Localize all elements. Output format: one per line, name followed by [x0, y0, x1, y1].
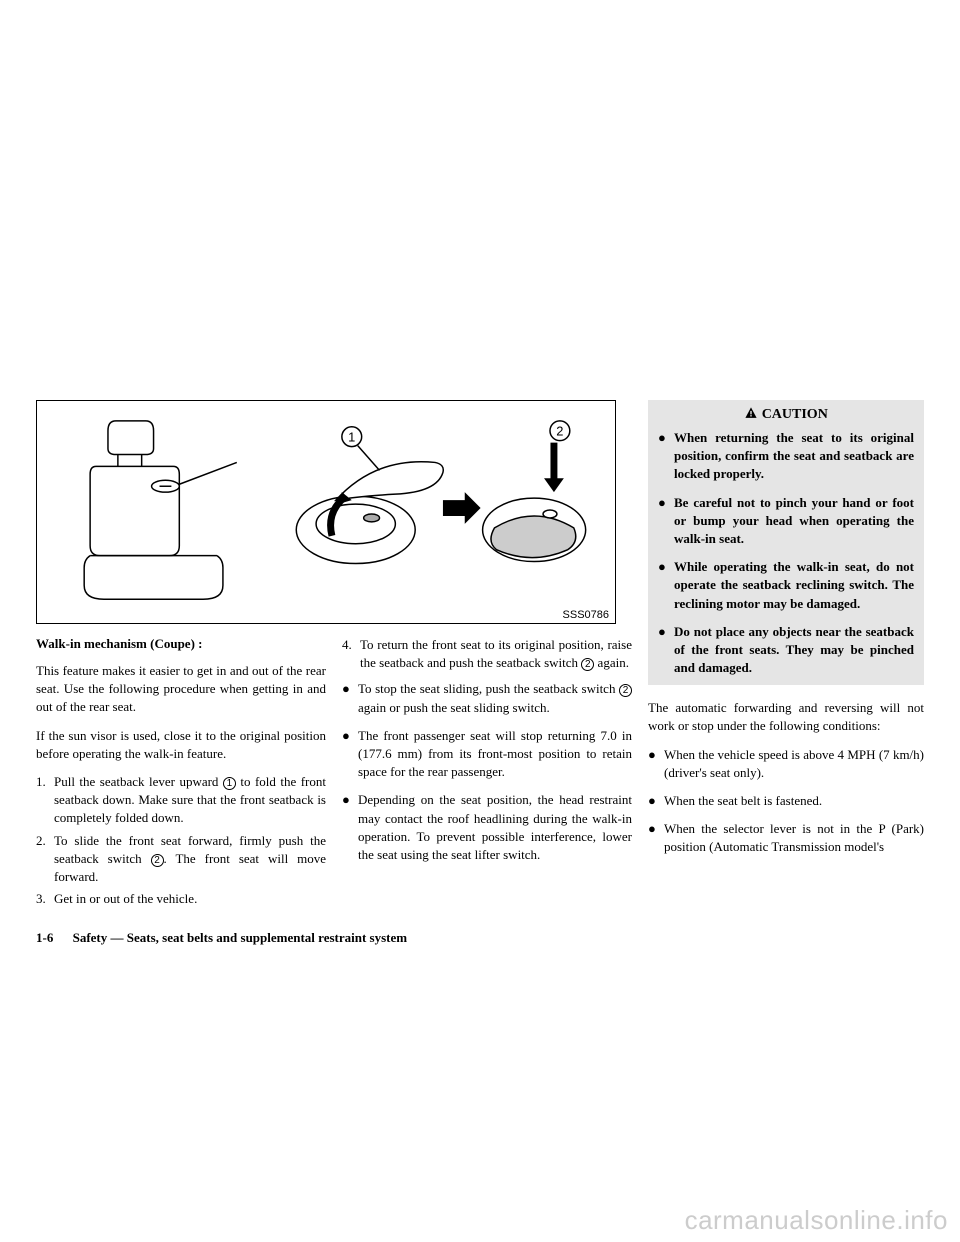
caution-title: CAUTION: [658, 406, 914, 423]
step-text: Get in or out of the vehicle.: [54, 890, 326, 908]
condition-item: ●When the selector lever is not in the P…: [648, 820, 924, 856]
section-title: Safety — Seats, seat belts and supplemen…: [73, 930, 408, 945]
intro-paragraph: This feature makes it easier to get in a…: [36, 662, 326, 717]
walk-in-heading: Walk-in mechanism (Coupe) :: [36, 636, 326, 652]
notes-bullets: ● To stop the seat sliding, push the sea…: [342, 680, 632, 864]
left-columns-container: 1 2: [36, 400, 632, 912]
conditions-bullets: ●When the vehicle speed is above 4 MPH (…: [648, 746, 924, 857]
svg-text:1: 1: [348, 430, 355, 445]
caution-item: ●When returning the seat to its original…: [658, 429, 914, 484]
caution-box: CAUTION ●When returning the seat to its …: [648, 400, 924, 685]
text-columns: Walk-in mechanism (Coupe) : This feature…: [36, 632, 632, 912]
step-2: 2. To slide the front seat forward, firm…: [36, 832, 326, 887]
condition-item: ●When the vehicle speed is above 4 MPH (…: [648, 746, 924, 782]
caution-item: ●While operating the walk-in seat, do no…: [658, 558, 914, 613]
seat-diagram-svg: 1 2: [37, 401, 615, 623]
step-text: To return the front seat to its original…: [360, 636, 632, 672]
column-1: Walk-in mechanism (Coupe) : This feature…: [36, 632, 326, 912]
condition-item: ●When the seat belt is fastened.: [648, 792, 924, 810]
step-number: 3.: [36, 890, 54, 908]
caution-item: ●Be careful not to pinch your hand or fo…: [658, 494, 914, 549]
step-number: 2.: [36, 832, 54, 887]
step-number: 1.: [36, 773, 54, 828]
steps-list: 1. Pull the seatback lever upward 1 to f…: [36, 773, 326, 908]
caution-list: ●When returning the seat to its original…: [658, 429, 914, 677]
step-3: 3. Get in or out of the vehicle.: [36, 890, 326, 908]
note-item: ● Depending on the seat position, the he…: [342, 791, 632, 864]
note-item: ● To stop the seat sliding, push the sea…: [342, 680, 632, 716]
column-2: 4. To return the front seat to its origi…: [342, 632, 632, 912]
page-footer: 1-6 Safety — Seats, seat belts and suppl…: [36, 930, 924, 946]
step-number: 4.: [342, 636, 360, 672]
step-1: 1. Pull the seatback lever upward 1 to f…: [36, 773, 326, 828]
walk-in-figure: 1 2: [36, 400, 616, 624]
page-number: 1-6: [36, 930, 53, 945]
steps-list-continued: 4. To return the front seat to its origi…: [342, 636, 632, 672]
note-item: ● The front passenger seat will stop ret…: [342, 727, 632, 782]
svg-text:2: 2: [556, 424, 563, 439]
figure-label: SSS0786: [563, 609, 609, 621]
column-3: CAUTION ●When returning the seat to its …: [648, 400, 924, 867]
step-text: To slide the front seat forward, firmly …: [54, 832, 326, 887]
after-caution-paragraph: The automatic forwarding and reversing w…: [648, 699, 924, 735]
visor-note: If the sun visor is used, close it to th…: [36, 727, 326, 763]
step-4: 4. To return the front seat to its origi…: [342, 636, 632, 672]
step-text: Pull the seatback lever upward 1 to fold…: [54, 773, 326, 828]
page-content: 1 2: [36, 400, 924, 1242]
caution-item: ●Do not place any objects near the seatb…: [658, 623, 914, 678]
warning-icon: [744, 406, 758, 420]
main-row: 1 2: [36, 400, 924, 912]
